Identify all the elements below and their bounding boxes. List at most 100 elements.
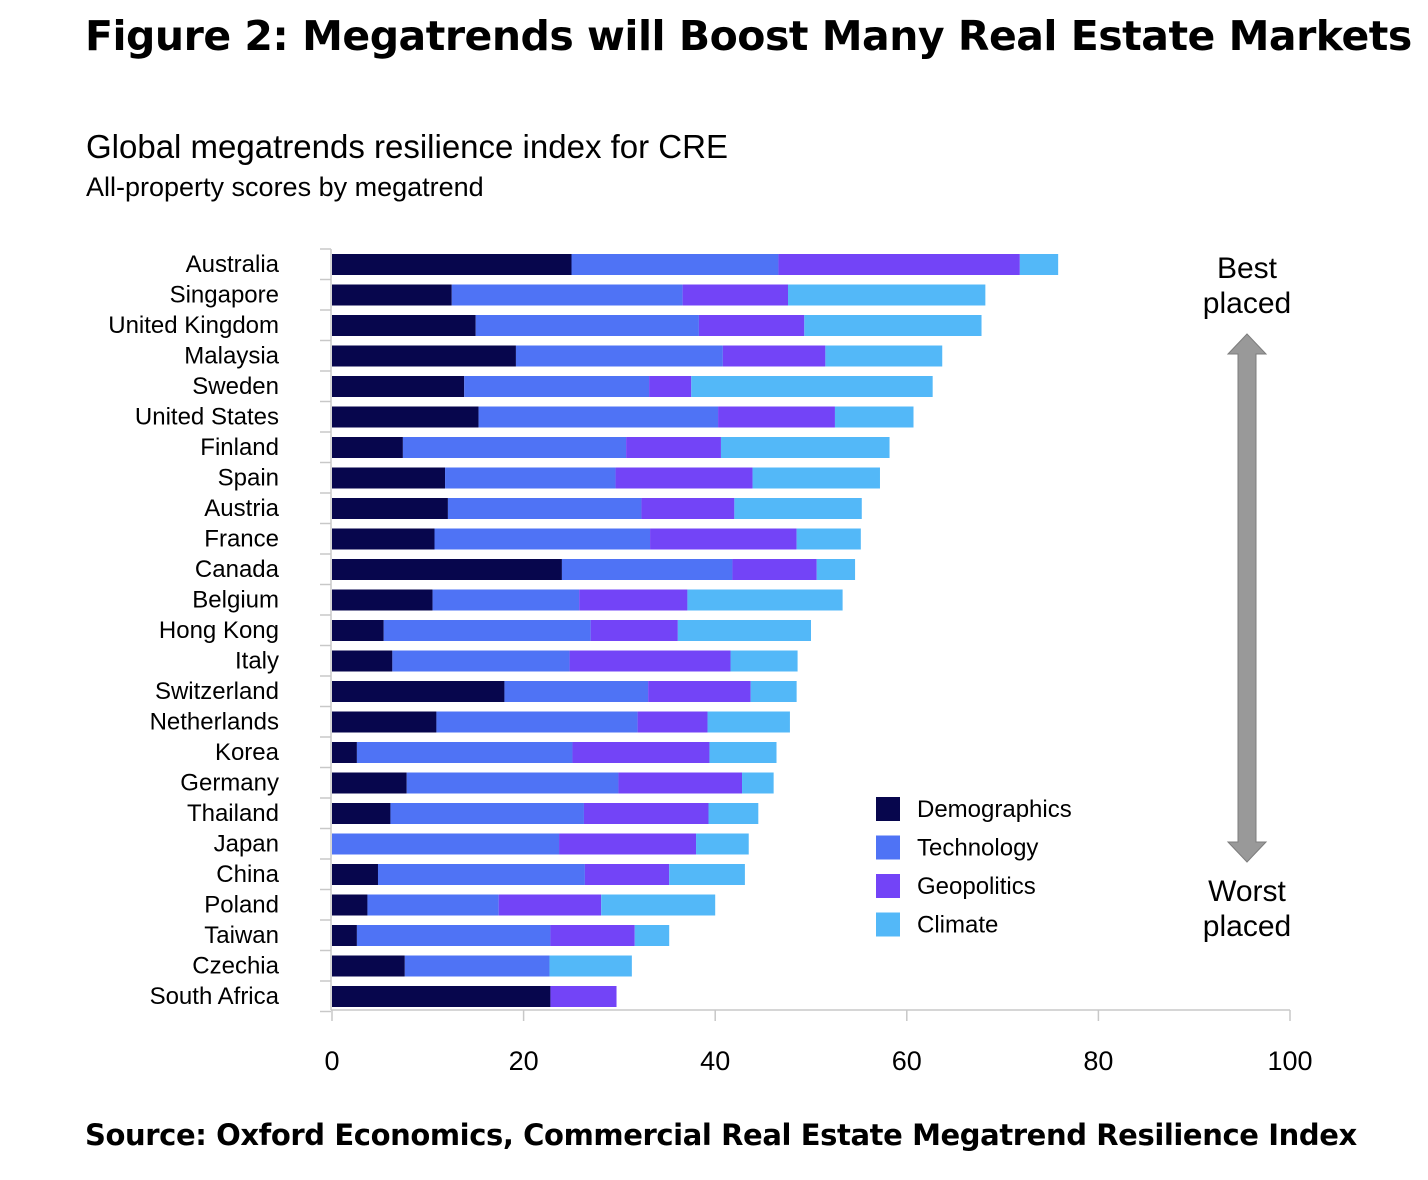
bar-technology-australia: [571, 254, 779, 275]
bar-climate-france: [796, 528, 861, 550]
bar-technology-belgium: [432, 589, 580, 611]
category-labels: Australia Singapore United Kingdom Malaysia…: [108, 251, 279, 1010]
axes: [320, 248, 1290, 1013]
category-label: Finland: [200, 434, 279, 461]
category-label: China: [216, 861, 279, 888]
bar-technology-malaysia: [515, 345, 723, 367]
bar-technology-spain: [445, 467, 616, 489]
bar-technology-singapore: [451, 284, 683, 306]
legend: Demographics Technology Geopolitics Climate: [876, 796, 1072, 939]
category-label: Japan: [214, 831, 279, 858]
bar-geopolitics-singapore: [682, 284, 789, 306]
bar-climate-poland: [601, 894, 716, 916]
bar-demographics-china: [332, 864, 378, 885]
bar-geopolitics-china: [584, 864, 670, 885]
x-tick-label: 80: [1083, 1046, 1113, 1076]
bar-geopolitics-malaysia: [722, 345, 826, 367]
bar-climate-china: [669, 864, 745, 885]
bar-geopolitics-australia: [778, 254, 1020, 275]
legend-label-demographics: Demographics: [917, 796, 1072, 823]
bar-geopolitics-belgium: [579, 589, 688, 611]
bar-technology-france: [434, 528, 651, 550]
legend-label-climate: Climate: [917, 912, 998, 939]
category-label: Germany: [180, 770, 279, 797]
bar-technology-poland: [367, 894, 499, 916]
bar-demographics-singapore: [332, 284, 452, 306]
category-label: Canada: [195, 556, 280, 583]
bar-climate-germany: [742, 772, 774, 794]
bar-climate-belgium: [687, 589, 843, 611]
category-label: United Kingdom: [108, 312, 279, 339]
category-label: Netherlands: [150, 709, 279, 736]
bar-technology-korea: [356, 742, 573, 763]
bar-demographics-korea: [332, 742, 357, 763]
bar-demographics-sweden: [332, 376, 465, 397]
bar-demographics-south-africa: [332, 986, 551, 1007]
bar-demographics-taiwan: [332, 925, 357, 946]
bar-climate-austria: [734, 498, 862, 519]
bar-demographics-germany: [332, 772, 407, 794]
bar-technology-japan: [332, 833, 560, 855]
bar-demographics-hong-kong: [332, 620, 384, 641]
bar-technology-germany: [406, 772, 619, 794]
bar-technology-sweden: [464, 376, 650, 397]
bar-geopolitics-finland: [626, 437, 721, 458]
worst-label-line2: placed: [1203, 910, 1291, 943]
bar-climate-switzerland: [750, 681, 797, 702]
bar-demographics-thailand: [332, 803, 391, 824]
category-label: Singapore: [170, 282, 279, 309]
bar-climate-singapore: [788, 284, 986, 306]
category-label: Australia: [186, 251, 280, 278]
category-label: Spain: [218, 465, 279, 492]
bar-technology-taiwan: [356, 925, 551, 946]
bar-demographics-belgium: [332, 589, 433, 611]
chart-title: Global megatrends resilience index for C…: [86, 128, 728, 165]
legend-swatch-demographics: [876, 797, 900, 821]
bars: [332, 254, 1059, 1007]
bar-demographics-france: [332, 528, 435, 550]
rank-indicator: Best placed Worst placed: [1203, 252, 1291, 943]
bar-geopolitics-poland: [498, 894, 602, 916]
category-label: Korea: [215, 739, 280, 766]
bar-geopolitics-korea: [572, 742, 710, 763]
bar-technology-thailand: [390, 803, 584, 824]
x-tick-label: 20: [509, 1046, 539, 1076]
bar-technology-austria: [447, 498, 642, 519]
bar-climate-czechia: [549, 955, 632, 977]
bar-technology-italy: [392, 650, 570, 672]
bar-demographics-italy: [332, 650, 393, 672]
bar-demographics-united-states: [332, 406, 479, 428]
bar-demographics-netherlands: [332, 711, 437, 733]
bar-geopolitics-switzerland: [648, 681, 751, 702]
bar-demographics-malaysia: [332, 345, 516, 367]
x-tick-label: 60: [892, 1046, 922, 1076]
bar-climate-hong-kong: [677, 620, 811, 641]
category-label: Austria: [204, 495, 279, 522]
bar-demographics-czechia: [332, 955, 405, 977]
bar-demographics-australia: [332, 254, 572, 275]
bar-climate-italy: [730, 650, 798, 672]
bar-geopolitics-japan: [559, 833, 697, 855]
bar-climate-australia: [1019, 254, 1059, 275]
legend-swatch-technology: [876, 835, 900, 860]
worst-label-line1: Worst: [1208, 875, 1286, 908]
bar-climate-malaysia: [825, 345, 943, 367]
category-label: United States: [135, 404, 279, 431]
bar-geopolitics-canada: [732, 559, 817, 580]
bar-technology-united-states: [478, 406, 719, 428]
bar-technology-united-kingdom: [475, 315, 699, 336]
bar-geopolitics-spain: [615, 467, 753, 489]
category-label: Taiwan: [204, 922, 279, 949]
bar-geopolitics-hong-kong: [590, 620, 678, 641]
bar-geopolitics-netherlands: [637, 711, 708, 733]
bar-climate-netherlands: [707, 711, 790, 733]
figure-title: Figure 2: Megatrends will Boost Many Rea…: [85, 12, 1412, 60]
chart-subtitle: All-property scores by megatrend: [86, 172, 484, 202]
bar-geopolitics-france: [650, 528, 797, 550]
category-label: Italy: [235, 648, 279, 675]
x-tick-label: 100: [1267, 1046, 1312, 1076]
bar-geopolitics-taiwan: [550, 925, 635, 946]
bar-technology-china: [377, 864, 585, 885]
best-label-line2: placed: [1203, 287, 1291, 320]
